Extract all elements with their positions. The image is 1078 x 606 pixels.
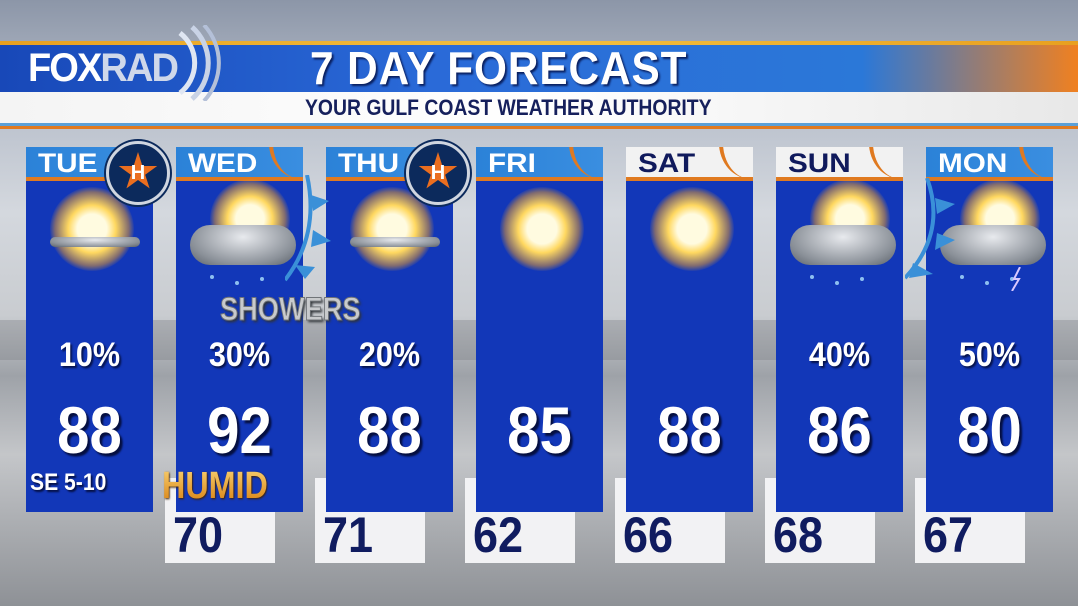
sun-icon <box>500 187 584 271</box>
header-subtitle-bar <box>0 92 1078 123</box>
high-temp: 85 <box>507 393 572 467</box>
astros-logo: H <box>406 141 470 205</box>
rain-drop <box>260 277 264 281</box>
radar-waves-icon <box>178 25 221 101</box>
day-name: SAT <box>638 148 696 178</box>
lightning-icon <box>1011 267 1021 291</box>
high-temp: 88 <box>357 393 422 467</box>
day-label: SAT <box>626 147 753 181</box>
day-name: WED <box>188 148 258 178</box>
low-temp: 67 <box>923 507 974 563</box>
logo-rad: RAD <box>100 46 179 90</box>
rain-drop <box>210 275 214 279</box>
sunny-icon <box>490 187 590 277</box>
low-temp: 71 <box>323 507 374 563</box>
header-bottom-stripe <box>0 123 1078 129</box>
high-temp: 88 <box>657 393 722 467</box>
high-temp: 92 <box>207 393 272 467</box>
cloud-icon <box>940 225 1046 265</box>
day-label: WED <box>176 147 303 181</box>
cold-front-icon <box>285 175 331 282</box>
mostly-sunny-icon <box>340 187 440 277</box>
precip-chance: 20% <box>358 336 421 374</box>
precip-chance: 50% <box>958 336 1021 374</box>
partly-cloudy-showers-icon <box>790 179 896 285</box>
astros-letter: H <box>130 162 146 184</box>
page-subtitle: YOUR GULF COAST WEATHER AUTHORITY <box>305 95 712 120</box>
precip-chance: 30% <box>208 336 271 374</box>
day-name: SUN <box>788 148 851 178</box>
showers-label: SHOWERS <box>220 291 361 327</box>
humid-label: HUMID <box>162 465 268 507</box>
high-temp: 88 <box>57 393 122 467</box>
cloud-icon <box>190 225 296 265</box>
cold-front-icon <box>905 178 955 280</box>
precip-chance: 10% <box>58 336 121 374</box>
day-name: MON <box>938 148 1008 178</box>
day-column-sat: SAT 88 <box>626 147 753 512</box>
day-label: MON <box>926 147 1053 181</box>
day-label: SUN <box>776 147 903 181</box>
day-column-thu: THU 20% 88 <box>326 147 453 512</box>
day-column-sun: SUN 40% 86 <box>776 147 903 512</box>
cloud-icon <box>790 225 896 265</box>
sun-icon <box>650 187 734 271</box>
day-label: FRI <box>476 147 603 181</box>
rain-drop <box>235 281 239 285</box>
rain-drop <box>1010 277 1014 281</box>
low-temp: 66 <box>623 507 674 563</box>
astros-logo: H <box>106 141 170 205</box>
cloud-icon <box>50 237 140 247</box>
precip-chance: 40% <box>808 336 871 374</box>
low-temp: 70 <box>173 507 224 563</box>
thunderstorm-icon <box>940 179 1046 291</box>
day-name: FRI <box>488 148 536 178</box>
header-top-stripe <box>0 41 1078 45</box>
rain-drop <box>835 281 839 285</box>
day-name: THU <box>338 148 400 178</box>
day-column-fri: FRI 85 <box>476 147 603 512</box>
rain-drop <box>960 275 964 279</box>
header-title-bar <box>0 45 1078 92</box>
low-temp: 68 <box>773 507 824 563</box>
day-column-tue: TUE 10% 88 <box>26 147 153 512</box>
sun-icon <box>50 187 134 271</box>
foxrad-logo: FOXRAD <box>28 46 179 90</box>
partly-cloudy-showers-icon <box>190 179 296 285</box>
logo-fox: FOX <box>28 46 102 90</box>
rain-drop <box>810 275 814 279</box>
rain-drop <box>985 281 989 285</box>
page-title: 7 DAY FORECAST <box>310 42 688 94</box>
mostly-sunny-icon <box>40 187 140 277</box>
cloud-icon <box>350 237 440 247</box>
high-temp: 80 <box>957 393 1022 467</box>
wind-label: SE 5-10 <box>30 469 107 496</box>
high-temp: 86 <box>807 393 872 467</box>
rain-drop <box>860 277 864 281</box>
day-name: TUE <box>38 148 98 178</box>
sunny-icon <box>640 187 740 277</box>
astros-letter: H <box>430 162 446 184</box>
sun-icon <box>350 187 434 271</box>
low-temp: 62 <box>473 507 524 563</box>
day-column-wed: WED 30% 92 <box>176 147 303 512</box>
forecast-header: FOXRAD 7 DAY FORECAST YOUR GULF COAST WE… <box>0 25 1078 129</box>
